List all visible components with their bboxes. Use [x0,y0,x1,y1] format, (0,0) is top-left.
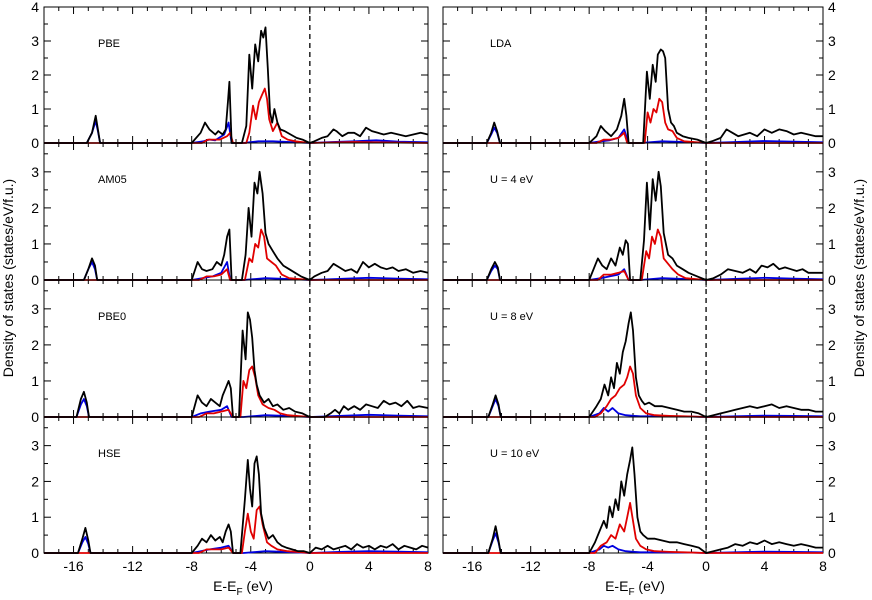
series-line-partial-red [443,228,823,281]
series-line-partial-red [44,228,428,281]
y-tick-label: 1 [31,101,39,117]
x-tick-label: -12 [521,558,541,574]
y-tick-label: 2 [828,337,836,353]
series-line-partial-red [44,365,428,418]
y-tick-label: 4 [828,0,836,15]
y-tick-label: 1 [828,509,836,525]
x-tick-label: -4 [245,558,258,574]
panel-2: 0 1 2 3 AM05 [31,142,429,288]
panel-5: 0 1 2 3 U = 8 eV [442,279,836,425]
x-tick-label: 4 [365,558,373,574]
panel-label: LDA [490,38,512,50]
y-tick-label: 1 [828,373,836,389]
y-tick-label: 3 [31,301,39,317]
y-tick-label: 3 [31,438,39,454]
series-line-total [44,455,429,554]
y-axis-title-left: Density of states (states/eV/f.u.) [0,179,16,377]
panel-frame [43,142,429,281]
panel-label: PBE0 [98,311,126,323]
y-tick-label: 1 [31,236,39,252]
panel-frame [43,416,429,554]
series-line-total [44,170,429,281]
series-line-partial-red [44,505,428,554]
x-tick-label: -4 [641,558,654,574]
x-tick-label: -8 [583,558,596,574]
y-tick-label: 3 [828,438,836,454]
panel-3: 0 1 2 3 U = 4 eV [442,142,836,288]
y-tick-label: 2 [31,67,39,83]
x-tick-label: -8 [185,558,198,574]
series-line-total [443,446,823,554]
x-tick-label: 0 [306,558,314,574]
series-line-partial-red [44,87,429,144]
panel-6: 0 1 2 3 -16 -12 -8 -4 0 4 8 HSE [31,416,432,574]
y-tick-label: 0 [31,135,39,151]
series-line-partial-blue [44,536,429,554]
y-tick-label: 1 [828,101,836,117]
y-tick-label: 0 [828,545,836,561]
panel-frame [442,416,824,554]
y-tick-label: 2 [31,337,39,353]
series-line-total [44,26,429,144]
series-line-partial-blue [44,261,429,281]
y-tick-label: 1 [31,509,39,525]
x-tick-label: 4 [761,558,769,574]
y-tick-label: 3 [828,33,836,49]
x-tick-label: -12 [122,558,142,574]
y-tick-label: 2 [828,67,836,83]
y-tick-label: 3 [828,301,836,317]
x-tick-label: 0 [702,558,710,574]
y-axis-title-right: Density of states (states/eV/f.u.) [851,179,867,377]
series-line-partial-blue [44,398,429,418]
y-tick-label: 0 [828,135,836,151]
y-tick-label: 2 [828,200,836,216]
panel-0: 0 1 2 3 4 PBE [31,0,429,151]
y-tick-label: 3 [828,164,836,180]
panel-frame [442,279,824,418]
y-tick-label: 0 [828,272,836,288]
x-tick-label: -16 [462,558,482,574]
panel-frame [442,6,824,144]
panel-1: 0 1 2 3 4 LDA [442,0,836,151]
series-line-partial-red [443,97,823,144]
y-tick-label: 4 [31,0,39,15]
x-tick-label: 8 [819,558,827,574]
panel-frame [442,142,824,281]
series-line-partial-red [443,501,823,554]
y-tick-label: 2 [31,200,39,216]
series-line-total [443,170,823,281]
panel-label: U = 4 eV [490,174,534,186]
panel-label: PBE [98,38,120,50]
series-line-total [44,311,429,418]
x-tick-label: 8 [424,558,432,574]
panel-label: AM05 [98,174,127,186]
panel-label: U = 8 eV [490,311,534,323]
panel-7: 0 1 2 3 -16 -12 -8 -4 0 4 8 U = 10 eV [442,416,836,574]
x-axis-title-right: E-EF (eV) [605,578,665,598]
y-tick-label: 1 [31,373,39,389]
series-line-partial-red [443,365,823,418]
y-tick-label: 0 [828,409,836,425]
panel-frame [43,279,429,418]
y-tick-label: 3 [31,33,39,49]
y-tick-label: 1 [828,236,836,252]
panel-frame [43,6,429,144]
y-tick-label: 0 [31,409,39,425]
series-line-total [443,311,823,418]
x-tick-label: -16 [63,558,83,574]
series-line-total [443,48,823,144]
y-tick-label: 0 [31,272,39,288]
panel-label: HSE [98,448,121,460]
panel-4: 0 1 2 3 PBE0 [31,279,429,425]
y-tick-label: 2 [31,473,39,489]
x-axis-title-left: E-EF (eV) [213,578,273,598]
y-tick-label: 0 [31,545,39,561]
y-tick-label: 2 [828,473,836,489]
y-tick-label: 3 [31,164,39,180]
panel-label: U = 10 eV [490,448,540,460]
